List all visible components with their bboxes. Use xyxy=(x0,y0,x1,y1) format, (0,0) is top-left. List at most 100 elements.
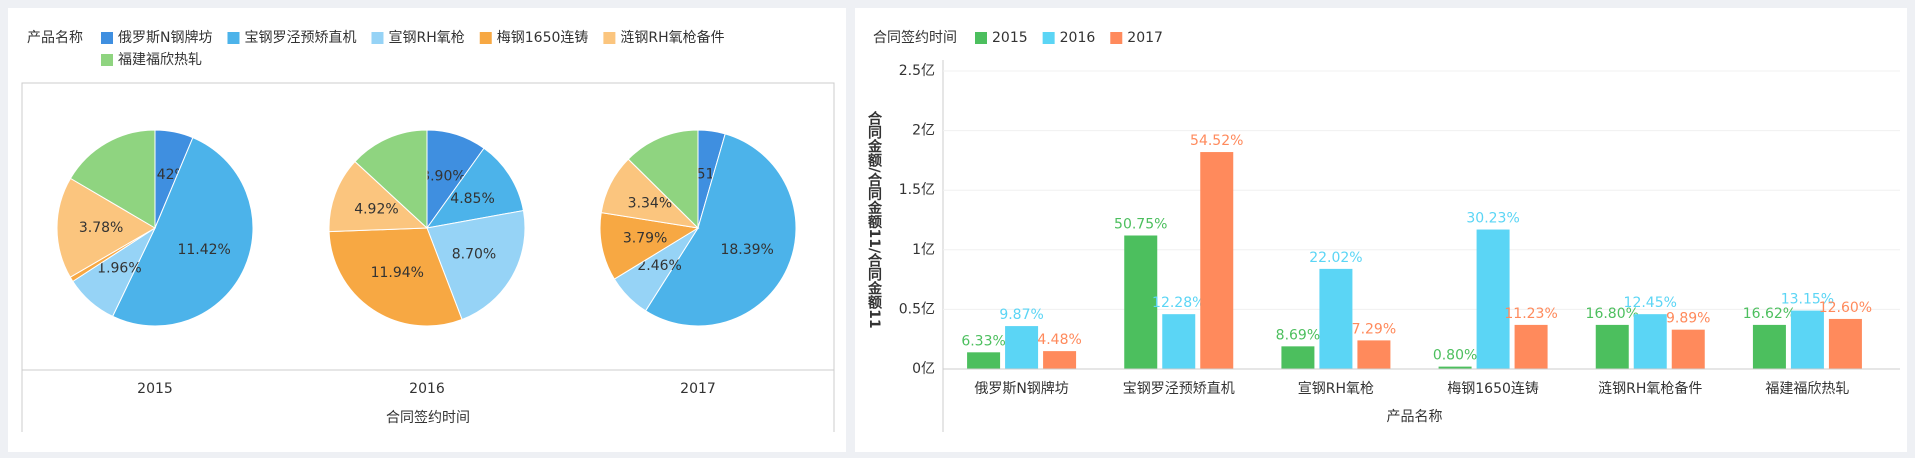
bar-label: 13.15% xyxy=(1781,292,1834,308)
slice-label: 18.39% xyxy=(720,242,773,258)
legend-label: 涟钢RH氧枪备件 xyxy=(620,29,724,46)
pie-slice xyxy=(425,147,525,229)
pie-slice xyxy=(111,136,254,327)
y-tick-label: 1亿 xyxy=(912,242,935,258)
pie-frame xyxy=(21,82,835,371)
bar xyxy=(1162,314,1196,369)
legend-label: 宣钢RH氧枪 xyxy=(388,29,464,46)
bar xyxy=(1476,229,1510,369)
bar xyxy=(1595,324,1629,369)
pie-slice xyxy=(328,160,429,233)
y-tick-label: 2.5亿 xyxy=(899,63,935,79)
bar-label: 12.45% xyxy=(1624,295,1677,311)
bar xyxy=(1790,310,1824,369)
bar-label: 11.23% xyxy=(1504,306,1557,322)
bar xyxy=(1281,346,1315,369)
bar-label: 16.80% xyxy=(1586,306,1639,322)
slice-label: 4.92% xyxy=(354,201,398,217)
legend-label: 2016 xyxy=(1060,30,1096,46)
bar xyxy=(1438,366,1472,369)
legend-title: 合同签约时间 xyxy=(873,29,957,46)
legend-label: 梅钢1650连铸 xyxy=(497,30,589,46)
slice-label: 8.70% xyxy=(452,246,496,262)
bar-label: 7.29% xyxy=(1352,321,1396,337)
legend-swatch xyxy=(479,32,492,44)
pie-slice xyxy=(599,212,700,280)
bar-label: 8.69% xyxy=(1276,327,1320,343)
slice-label: 11.42% xyxy=(177,242,230,258)
bar-label: 22.02% xyxy=(1309,250,1362,266)
x-tick-label: 俄罗斯N钢牌坊 xyxy=(974,380,1068,397)
bar-label: 12.28% xyxy=(1152,295,1205,311)
x-tick-label: 宣钢RH氧枪 xyxy=(1298,380,1374,397)
legend-label: 福建福欣热轧 xyxy=(118,52,202,68)
x-tick-label: 2015 xyxy=(137,381,173,397)
pie-slice xyxy=(627,129,699,230)
bar xyxy=(1357,340,1391,369)
slice-label: 3.78% xyxy=(79,220,123,236)
bar-label: 9.87% xyxy=(999,307,1043,323)
bar xyxy=(967,352,1001,369)
bar xyxy=(1671,329,1705,369)
x-tick-label: 2016 xyxy=(409,381,445,397)
legend-swatch xyxy=(603,32,616,44)
legend-label: 宝钢罗泾预矫直机 xyxy=(244,29,356,46)
pie-slice xyxy=(328,227,463,327)
bar-label: 16.62% xyxy=(1743,306,1796,322)
x-tick-label: 涟钢RH氧枪备件 xyxy=(1598,380,1702,397)
legend-swatch xyxy=(1042,32,1055,44)
bar xyxy=(1514,324,1548,369)
legend-label: 2017 xyxy=(1127,30,1163,46)
legend-swatch xyxy=(227,32,240,44)
x-tick-label: 福建福欣热轧 xyxy=(1765,381,1849,397)
bar xyxy=(1319,268,1353,369)
bar-label: 12.60% xyxy=(1819,300,1872,316)
bar-label: 50.75% xyxy=(1114,216,1167,232)
legend-label: 俄罗斯N钢牌坊 xyxy=(118,29,212,46)
pie-slice xyxy=(426,209,526,321)
bar xyxy=(1828,318,1862,369)
legend-swatch xyxy=(1110,32,1123,44)
right-panel xyxy=(855,8,1907,452)
slice-label: 4.85% xyxy=(450,191,494,207)
legend-title: 产品名称 xyxy=(27,30,83,46)
y-tick-label: 0亿 xyxy=(912,361,935,377)
slice-label: 2.46% xyxy=(637,258,681,274)
bar xyxy=(1633,314,1667,369)
y-tick-label: 2亿 xyxy=(912,123,935,139)
pie-slice xyxy=(56,177,156,278)
bar xyxy=(1200,152,1234,369)
x-tick-label: 梅钢1650连铸 xyxy=(1447,381,1539,397)
legend-swatch xyxy=(101,54,113,66)
bar-label: 6.33% xyxy=(961,333,1005,349)
slice-label: 11.94% xyxy=(371,265,424,281)
bar-label: 54.52% xyxy=(1190,133,1243,149)
bar xyxy=(1005,326,1039,369)
y-tick-label: 1.5亿 xyxy=(899,182,935,198)
legend-swatch xyxy=(101,32,113,44)
pie-slice xyxy=(644,133,797,327)
x-tick-label: 2017 xyxy=(680,381,716,397)
legend-label: 2015 xyxy=(992,30,1028,46)
bar xyxy=(1752,324,1786,369)
y-tick-label: 0.5亿 xyxy=(899,301,935,317)
x-tick-label: 宝钢罗泾预矫直机 xyxy=(1123,380,1235,397)
slice-label: 3.90% xyxy=(421,169,465,185)
pie-slice xyxy=(69,129,156,229)
bar xyxy=(1124,235,1158,369)
bar-label: 9.89% xyxy=(1666,311,1710,327)
pie-slice xyxy=(354,129,428,230)
x-axis-title: 产品名称 xyxy=(1387,409,1443,425)
slice-label: 3.34% xyxy=(628,196,672,212)
x-axis-title: 合同签约时间 xyxy=(386,409,470,426)
slice-label: 1.96% xyxy=(97,260,141,276)
slice-label: 3.79% xyxy=(623,230,667,246)
y-axis-title: 合同金额/合同金额11/合同金额11 xyxy=(866,111,883,329)
legend-swatch xyxy=(975,32,987,44)
bar xyxy=(1043,351,1077,369)
bar-label: 0.80% xyxy=(1433,348,1477,364)
bar-label: 4.48% xyxy=(1037,332,1081,348)
bar-label: 30.23% xyxy=(1466,211,1519,227)
